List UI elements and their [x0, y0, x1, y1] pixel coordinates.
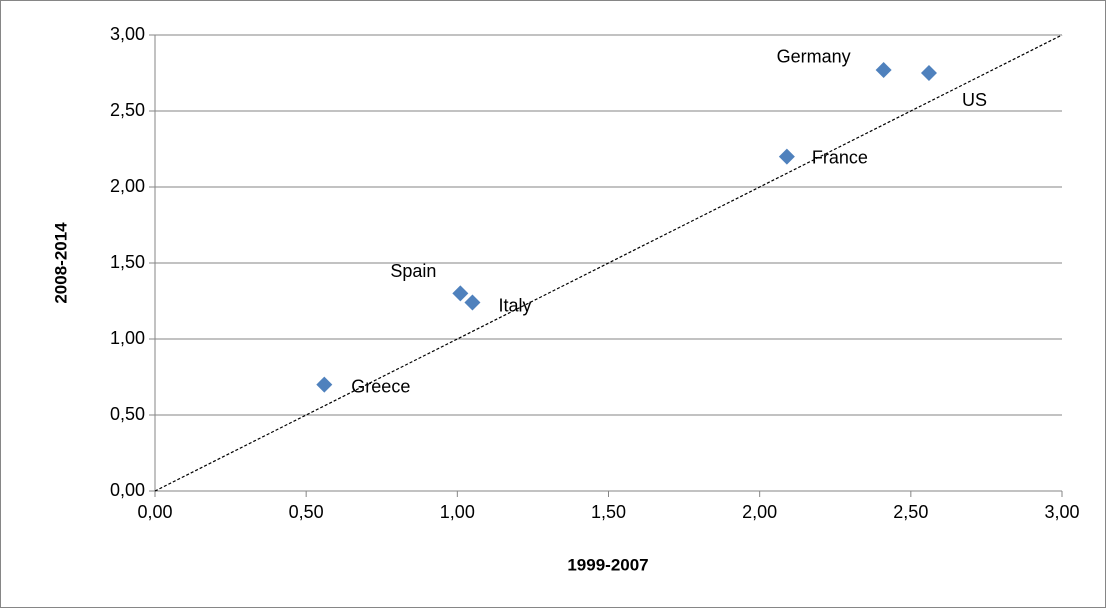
y-tick-label: 0,00 — [110, 480, 145, 500]
point — [875, 61, 892, 78]
point-label: Spain — [390, 261, 436, 281]
y-tick-label: 1,50 — [110, 252, 145, 272]
x-tick-label: 0,50 — [289, 502, 324, 522]
point — [778, 148, 795, 165]
y-tick-label: 2,50 — [110, 100, 145, 120]
point-label: Italy — [498, 295, 531, 315]
y-tick-label: 0,50 — [110, 404, 145, 424]
y-tick-label: 2,00 — [110, 176, 145, 196]
x-tick-label: 0,00 — [137, 502, 172, 522]
x-tick-label: 1,50 — [591, 502, 626, 522]
x-axis-title: 1999-2007 — [567, 555, 648, 574]
point — [920, 65, 937, 81]
x-tick-label: 2,00 — [742, 502, 777, 522]
y-tick-label: 3,00 — [110, 24, 145, 44]
point-label: France — [812, 147, 868, 167]
point — [452, 285, 469, 302]
x-tick-label: 1,00 — [440, 502, 475, 522]
reference-line — [154, 34, 1063, 492]
point — [316, 376, 333, 393]
x-tick-label: 3,00 — [1044, 502, 1079, 522]
x-tick-label: 2,50 — [893, 502, 928, 522]
y-tick-label: 1,00 — [110, 328, 145, 348]
point-label: US — [962, 90, 987, 110]
y-axis-title: 2008-2014 — [51, 222, 70, 304]
point-label: Germany — [777, 47, 851, 67]
point — [464, 294, 481, 311]
point-label: Greece — [351, 376, 410, 396]
